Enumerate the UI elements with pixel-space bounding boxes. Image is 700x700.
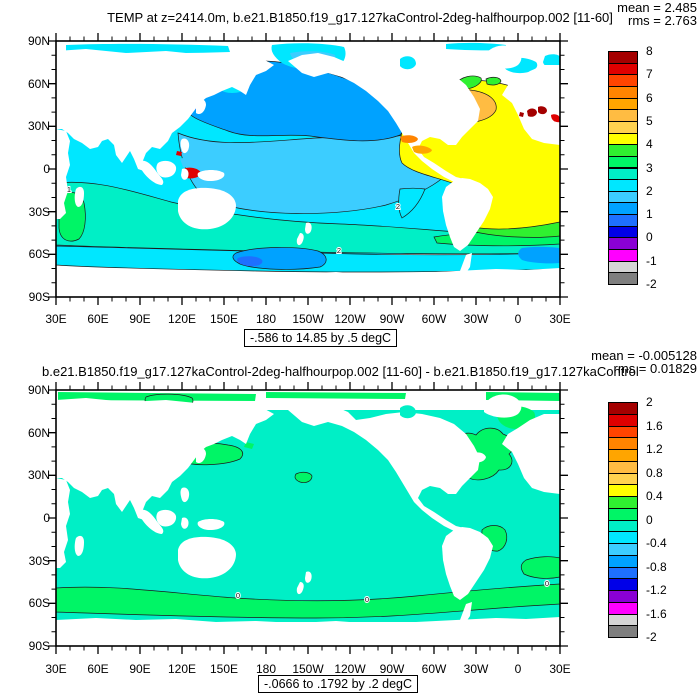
x-tick-label: 90E [129, 662, 151, 676]
x-tick-label: 30E [549, 662, 571, 676]
colorbar-tick-label: 0.4 [646, 489, 663, 503]
colorbar-tick-label: 1.2 [646, 442, 663, 456]
x-tick-label: 180 [255, 312, 277, 326]
colorbar-tick-label: -2 [646, 630, 657, 644]
range-label-top: -.586 to 14.85 by .5 degC [244, 329, 398, 347]
rms-value: rms = 2.763 [627, 13, 697, 28]
mean-value: mean = 2.485 [617, 0, 697, 15]
x-tick-label: 120E [167, 662, 197, 676]
x-tick-label: 30W [463, 662, 489, 676]
colorbar-tick-label: 2 [646, 395, 653, 409]
y-tick-label: 0 [43, 511, 50, 525]
colorbar-tick-label: 1.6 [646, 418, 663, 433]
colorbar-tick-label: -1.6 [646, 606, 667, 621]
x-tick-label: 150W [292, 312, 324, 326]
x-tick-label: 30E [45, 312, 67, 326]
x-tick-label: 120W [334, 662, 366, 676]
colorbar-tick-label: 0 [646, 230, 653, 245]
y-tick-label: 60N [27, 425, 50, 440]
y-tick-label: 0 [43, 162, 50, 176]
x-tick-label: 90E [129, 312, 151, 326]
contour-line-label: 2 [396, 202, 400, 211]
colorbar-tick-label: 6 [646, 90, 653, 105]
mean-value: mean = -0.005128 [591, 348, 697, 363]
x-tick-label: 60W [421, 312, 447, 326]
colorbar-tick-label: 3 [646, 160, 653, 175]
x-tick-label: 0 [514, 662, 522, 676]
x-tick-label: 120E [167, 312, 197, 326]
x-tick-label: 90W [379, 662, 405, 676]
colorbar-tick-label: 0 [646, 512, 653, 527]
colorbar-tick-label: 4 [646, 137, 653, 152]
y-tick-label: 90S [28, 290, 50, 304]
tick-mark-path [48, 382, 568, 654]
y-tick-label: 60S [28, 247, 50, 262]
x-tick-label: 150W [292, 662, 324, 676]
colorbar-tick-label: 2 [646, 183, 653, 198]
x-tick-label: 90W [379, 312, 405, 326]
x-tick-label: 30W [463, 312, 489, 326]
contour-line-label: 0 [236, 591, 240, 600]
y-tick-label: 60N [27, 76, 50, 91]
over-land-details-bottom [400, 405, 416, 419]
contour-line-label: 0 [365, 595, 369, 604]
contour-labels-bottom: 0 0 0 [235, 578, 550, 605]
tick-mark-path [48, 33, 568, 305]
contour-labels-top: 1 2 2 [66, 184, 401, 256]
x-tick-label: 180 [255, 662, 277, 676]
colorbar-tick-label: 5 [646, 113, 653, 128]
rms-value: rms = 0.01829 [613, 361, 697, 376]
colorbar-swatch [608, 625, 638, 638]
panel-bottom: b.e21.B1850.f19_g17.127kaControl-2deg-ha… [0, 349, 700, 700]
contour-line-label: 2 [337, 246, 341, 255]
x-tick-label: 150E [209, 662, 239, 676]
map-frame [55, 389, 561, 647]
page-title-bottom: b.e21.B1850.f19_g17.127kaControl-2deg-ha… [42, 364, 639, 379]
colorbar-tick-label: -0.4 [646, 536, 667, 550]
stats-block-top: mean = 2.485 rms = 2.763 [420, 1, 697, 27]
tick-marks-top [48, 33, 568, 305]
colorbar-tick-label: 0.8 [646, 465, 663, 480]
contour-line-label: 0 [545, 579, 549, 588]
panel-top: TEMP at z=2414.0m, b.e21.B1850.f19_g17.1… [0, 0, 700, 349]
x-tick-label: 60W [421, 662, 447, 676]
x-tick-label: 120W [334, 312, 366, 326]
y-tick-label: 90N [27, 34, 50, 48]
x-tick-label: 30E [549, 312, 571, 326]
x-tick-label: 0 [514, 312, 522, 326]
x-tick-label: 150E [209, 312, 239, 326]
tick-marks-bottom [48, 382, 568, 654]
colorbar-tick-label: -1.2 [646, 583, 667, 597]
y-tick-label: 60S [28, 596, 50, 611]
colorbar-tick-label: -1 [646, 253, 657, 268]
colorbar-tick-label: 8 [646, 44, 653, 58]
y-tick-label: 90N [27, 383, 50, 397]
contour-line-label: 1 [67, 185, 71, 194]
tick-mark-path [51, 36, 565, 302]
colorbar-tick-label: -2 [646, 277, 657, 291]
y-tick-label: 30S [28, 553, 50, 568]
map-temp-difference: 0 0 0 [48, 382, 568, 654]
x-tick-label: 30E [45, 662, 67, 676]
x-tick-label: 60E [87, 312, 109, 326]
colorbar-tick-label: 1 [646, 207, 653, 222]
colorbar-tick-label: 7 [646, 67, 653, 82]
map-frame [55, 40, 561, 298]
page-title: TEMP at z=2414.0m, b.e21.B1850.f19_g17.1… [107, 10, 613, 25]
y-tick-label: 30S [28, 204, 50, 219]
over-land-details-top [398, 56, 560, 219]
colorbar-swatch [608, 272, 638, 285]
stats-block-bottom: mean = -0.005128 rms = 0.01829 [420, 349, 697, 375]
tick-mark-path [51, 385, 565, 651]
y-tick-label: 30N [27, 119, 50, 134]
map-temp-at-depth: 1 2 2 [48, 33, 568, 305]
y-tick-label: 30N [27, 468, 50, 483]
y-tick-label: 90S [28, 639, 50, 653]
x-tick-label: 60E [87, 662, 109, 676]
range-label-bottom: -.0666 to .1792 by .2 degC [258, 675, 419, 693]
colorbar-tick-label: -0.8 [646, 559, 667, 574]
